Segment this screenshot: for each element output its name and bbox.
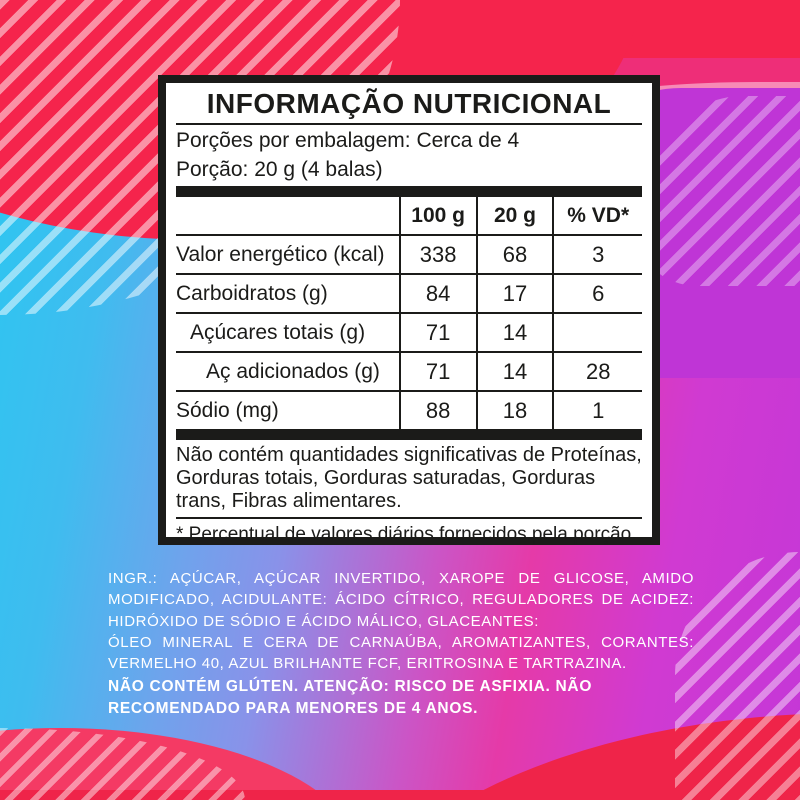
row-value-100g: 338 — [398, 235, 477, 276]
nutrition-table: 100 g 20 g % VD* Valor energético (kcal)… — [176, 197, 642, 430]
row-value-vd — [552, 313, 642, 354]
row-value-100g: 71 — [398, 352, 477, 393]
row-value-vd: 3 — [552, 235, 642, 276]
nutrition-title: INFORMAÇÃO NUTRICIONAL — [206, 88, 612, 119]
title-divider — [176, 123, 642, 125]
red-bottom-strip — [0, 790, 800, 800]
row-value-vd: 6 — [552, 274, 642, 315]
header-20g: 20 g — [475, 197, 554, 237]
row-label: Carboidratos (g) — [176, 274, 400, 315]
row-label: Açúcares totais (g) — [176, 313, 400, 354]
row-value-100g: 84 — [398, 274, 477, 315]
serving-size: Porção: 20 g (4 balas) — [176, 157, 383, 181]
thick-separator-bar — [176, 186, 642, 198]
gluten-choking-warning: NÃO CONTÉM GLÚTEN. ATENÇÃO: RISCO DE ASF… — [108, 678, 593, 718]
row-value-20g: 18 — [475, 391, 554, 430]
ingredients-block: INGR.: AÇÚCAR, AÇÚCAR INVERTIDO, XAROPE … — [108, 568, 694, 674]
daily-values-footnote: * Percentual de valores diários fornecid… — [176, 523, 637, 545]
row-value-20g: 68 — [475, 235, 554, 276]
table-row: Aç adicionados (g) 71 14 28 — [176, 352, 642, 393]
row-value-20g: 14 — [475, 313, 554, 354]
row-value-100g: 71 — [398, 313, 477, 354]
row-label: Valor energético (kcal) — [176, 235, 400, 276]
table-header-row: 100 g 20 g % VD* — [176, 197, 642, 237]
row-value-20g: 14 — [475, 352, 554, 393]
ingredients-paragraph-2: ÓLEO MINERAL E CERA DE CARNAÚBA, AROMATI… — [108, 633, 694, 673]
ingredients-paragraph-1: INGR.: AÇÚCAR, AÇÚCAR INVERTIDO, XAROPE … — [108, 570, 694, 630]
nutrition-facts-card: INFORMAÇÃO NUTRICIONAL Porções por embal… — [158, 75, 660, 545]
row-value-100g: 88 — [398, 391, 477, 430]
table-row: Sódio (mg) 88 18 1 — [176, 391, 642, 430]
table-row: Açúcares totais (g) 71 14 — [176, 313, 642, 354]
header-blank — [176, 197, 400, 237]
row-label: Aç adicionados (g) — [176, 352, 400, 393]
row-value-vd: 28 — [552, 352, 642, 393]
no-significant-amounts-note: Não contém quantidades significativas de… — [176, 444, 642, 512]
row-label: Sódio (mg) — [176, 398, 279, 422]
header-percent-vd: % VD* — [552, 197, 642, 237]
footnote-divider — [176, 516, 642, 519]
servings-per-package: Porções por embalagem: Cerca de 4 — [176, 129, 520, 152]
table-row: Carboidratos (g) 84 17 6 — [176, 274, 642, 315]
row-value-vd: 1 — [552, 391, 642, 430]
thick-separator-bar — [176, 429, 642, 441]
header-100g: 100 g — [398, 197, 477, 237]
table-row: Valor energético (kcal) 338 68 3 — [176, 235, 642, 276]
row-value-20g: 17 — [475, 274, 554, 315]
